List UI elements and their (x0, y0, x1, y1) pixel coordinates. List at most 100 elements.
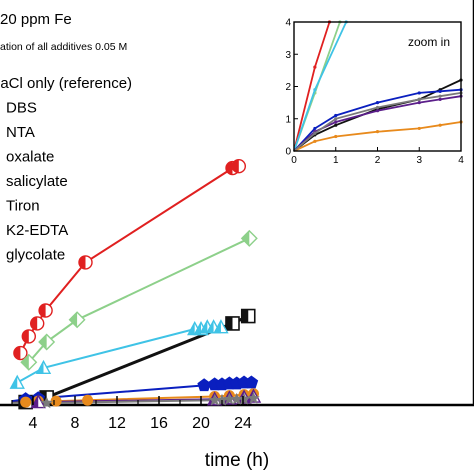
x-axis-label: time (h) (205, 450, 269, 471)
data-point (223, 392, 236, 405)
marker-star (40, 396, 53, 409)
legend-entry: NTA (6, 124, 35, 141)
inset-y-tick-label: 4 (285, 18, 291, 29)
inset-x-tick-label: 0 (291, 155, 297, 166)
inset-data-point (313, 131, 317, 135)
legend-entry: salicylate (6, 173, 68, 190)
inset-data-point (334, 113, 338, 118)
inset-data-point (438, 94, 442, 98)
marker-square-fill (241, 309, 249, 323)
inset-series-group (293, 20, 463, 152)
data-point (20, 396, 32, 408)
data-point (240, 308, 256, 324)
x-tick-label: 4 (29, 415, 38, 432)
marker-diamond-fill (241, 230, 250, 246)
data-point (213, 319, 229, 334)
marker-triangle-fill (37, 361, 44, 374)
marker-star (208, 393, 221, 406)
marker-circle-fill (30, 316, 38, 330)
marker-dot (20, 396, 32, 408)
marker-diamond-fill (69, 312, 78, 328)
data-point (38, 333, 56, 351)
inset-data-point (313, 126, 317, 131)
marker-circle-fill (79, 255, 86, 269)
data-point (231, 158, 247, 174)
x-tick-label: 8 (71, 415, 80, 432)
data-point (237, 392, 251, 405)
marker-circle-fill (39, 304, 46, 317)
marker-circle-fill (22, 329, 29, 343)
data-point (20, 353, 38, 371)
marker-dot (50, 395, 62, 407)
legend-entry: DBS (6, 100, 37, 117)
inset-data-point (438, 89, 442, 93)
inset-data-point (438, 97, 442, 101)
marker-dot (82, 394, 94, 406)
marker-triangle-fill (214, 320, 221, 333)
plot-frame (0, 0, 474, 407)
x-axis-ticks: 4 8 12 16 20 24 (11, 396, 252, 432)
inset-ticks: 0 1 2 3 4 0 1 2 3 4 (285, 18, 464, 167)
marker-pentagon (244, 375, 259, 389)
inset-y-tick-label: 1 (285, 114, 291, 125)
inset-data-point (375, 105, 380, 110)
marker-square-fill (226, 316, 233, 330)
legend-entry: K2-EDTA (6, 222, 68, 239)
marker-star (247, 391, 260, 404)
inset-data-point (375, 101, 380, 105)
data-point (208, 393, 221, 406)
data-point (68, 311, 86, 329)
marker-pentagon (197, 378, 211, 392)
data-point (40, 396, 53, 409)
data-point (78, 255, 93, 270)
inset-data-point (417, 97, 421, 101)
data-point (82, 394, 94, 406)
marker-star (237, 392, 251, 405)
inset-data-point (417, 126, 421, 131)
inset-x-tick-label: 2 (375, 155, 381, 166)
legend-entry: Tiron (6, 198, 40, 215)
inset-data-point (438, 123, 442, 127)
data-point (240, 229, 258, 247)
series-line (28, 237, 250, 363)
x-tick-label: 12 (108, 415, 126, 432)
legend: laCl only (reference) DBS NTA oxalate salicy… (0, 75, 132, 264)
x-tick-label: 24 (234, 415, 252, 432)
x-tick-label: 16 (150, 415, 168, 432)
inset-y-tick-label: 3 (285, 50, 291, 61)
marker-triangle-fill (10, 376, 18, 389)
marker-triangle-fill (207, 320, 214, 333)
marker-circle-fill (226, 161, 233, 175)
marker-triangle-fill (194, 322, 201, 335)
data-point (230, 392, 243, 405)
data-point (21, 329, 36, 344)
inset-data-point (313, 65, 317, 69)
marker-triangle-fill (200, 320, 208, 333)
inset-data-point (375, 109, 380, 113)
inset-data-point (375, 130, 380, 134)
marker-circle-fill (232, 159, 239, 173)
marker-star (215, 393, 229, 406)
inset-data-point (313, 139, 317, 143)
marker-diamond-fill (39, 334, 47, 350)
inset-data-point (334, 120, 338, 124)
data-point (244, 375, 259, 389)
data-point (247, 391, 260, 404)
inset-x-tick-label: 4 (458, 155, 464, 166)
inset-data-point (417, 101, 421, 105)
inset-data-point (334, 117, 338, 121)
x-tick-label: 20 (192, 415, 210, 432)
data-point (197, 378, 211, 392)
inset-chart: 0 1 2 3 4 0 1 2 3 4 zoom in (285, 18, 464, 167)
data-point (9, 374, 25, 389)
data-point (225, 316, 240, 331)
marker-star (230, 392, 243, 405)
marker-circle-fill (13, 346, 21, 360)
main-series-group (9, 158, 262, 410)
note-text: ation of all additives 0.05 M (0, 41, 127, 53)
inset-data-point (313, 88, 317, 92)
inset-x-tick-label: 3 (416, 155, 422, 166)
inset-data-point (334, 134, 338, 139)
inset-data-point (417, 91, 421, 95)
